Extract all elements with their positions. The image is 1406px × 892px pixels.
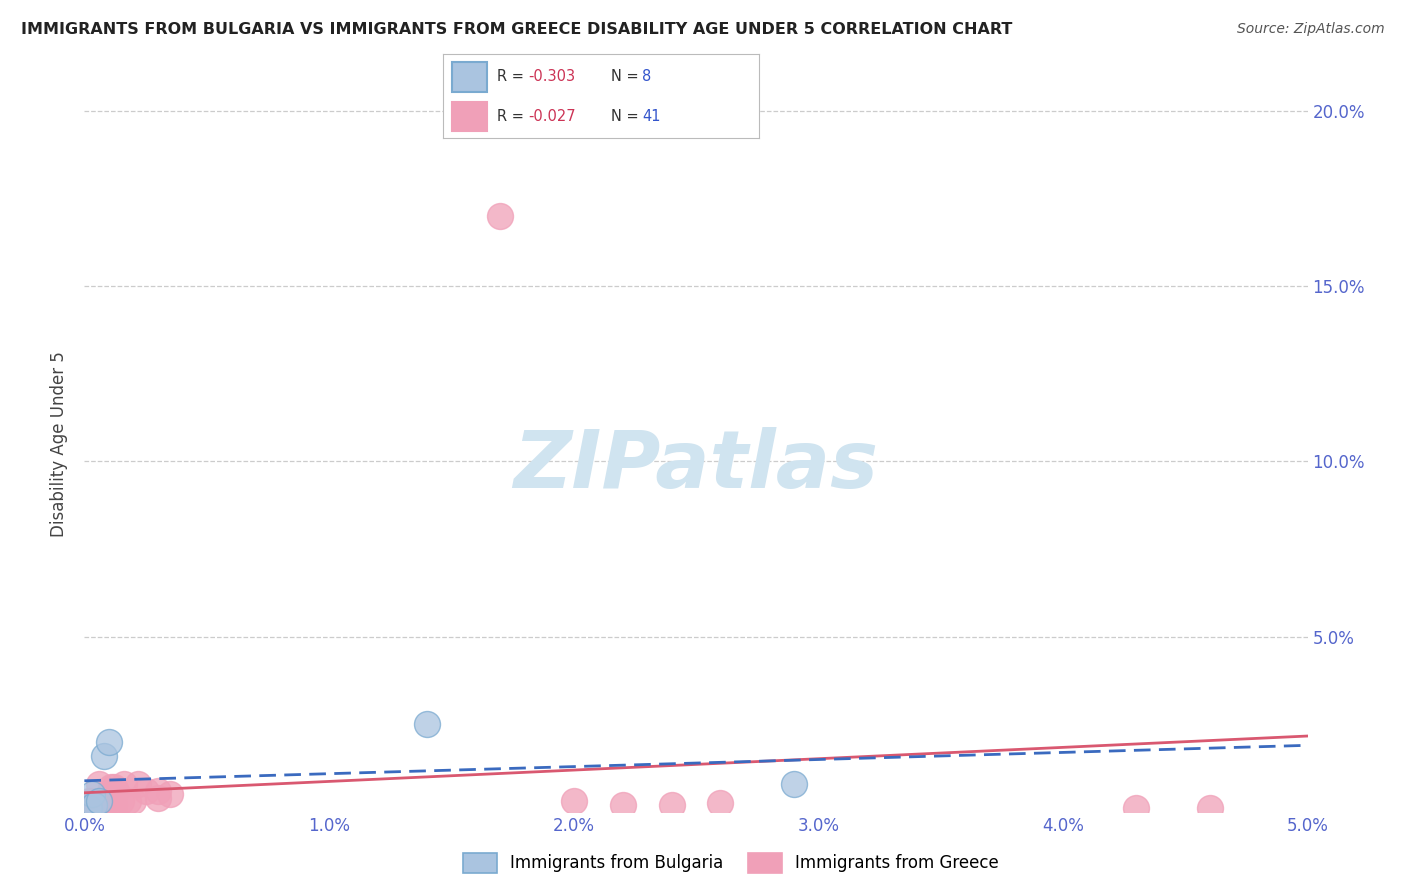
Text: R =: R =: [496, 70, 529, 85]
Point: [661, 797, 683, 812]
Point: [783, 777, 806, 791]
Legend: Immigrants from Bulgaria, Immigrants from Greece: Immigrants from Bulgaria, Immigrants fro…: [457, 847, 1005, 880]
Point: [103, 797, 125, 812]
Point: [86, 797, 108, 812]
Point: [489, 209, 512, 223]
Point: [83, 797, 105, 812]
Point: [103, 780, 125, 795]
Point: [117, 794, 139, 808]
FancyBboxPatch shape: [453, 62, 486, 92]
Point: [87, 794, 110, 808]
Text: R =: R =: [496, 109, 529, 124]
FancyBboxPatch shape: [453, 102, 486, 131]
Point: [135, 783, 157, 797]
Text: ZIPatlas: ZIPatlas: [513, 427, 879, 505]
Point: [159, 787, 181, 801]
Point: [77, 794, 100, 808]
Point: [127, 777, 149, 791]
Point: [93, 748, 115, 763]
Point: [416, 717, 439, 731]
Point: [83, 801, 105, 815]
Point: [77, 801, 100, 815]
Point: [122, 794, 145, 808]
Point: [80, 794, 103, 808]
Point: [87, 797, 110, 812]
Point: [100, 780, 122, 795]
Point: [83, 797, 105, 812]
Point: [1125, 801, 1147, 815]
Text: IMMIGRANTS FROM BULGARIA VS IMMIGRANTS FROM GREECE DISABILITY AGE UNDER 5 CORREL: IMMIGRANTS FROM BULGARIA VS IMMIGRANTS F…: [21, 22, 1012, 37]
Text: -0.027: -0.027: [529, 109, 576, 124]
Point: [105, 783, 128, 797]
Text: Source: ZipAtlas.com: Source: ZipAtlas.com: [1237, 22, 1385, 37]
Point: [1198, 801, 1220, 815]
Point: [97, 801, 120, 815]
Point: [96, 790, 118, 805]
Point: [112, 777, 135, 791]
Point: [90, 801, 112, 815]
Point: [87, 801, 110, 815]
Point: [77, 797, 100, 812]
Point: [146, 783, 169, 797]
Text: -0.303: -0.303: [529, 70, 575, 85]
Point: [77, 801, 100, 815]
Point: [97, 734, 120, 748]
Point: [80, 801, 103, 815]
Point: [80, 787, 103, 801]
Point: [86, 801, 108, 815]
Y-axis label: Disability Age Under 5: Disability Age Under 5: [51, 351, 69, 537]
Point: [709, 796, 731, 810]
Point: [562, 794, 585, 808]
Point: [87, 777, 110, 791]
Text: N =: N =: [610, 109, 643, 124]
Point: [146, 790, 169, 805]
Text: N =: N =: [610, 70, 643, 85]
Point: [93, 797, 115, 812]
Point: [90, 794, 112, 808]
Point: [110, 794, 132, 808]
Point: [76, 801, 98, 815]
Point: [97, 787, 120, 801]
Point: [76, 797, 98, 812]
Point: [80, 797, 103, 812]
Text: 8: 8: [643, 70, 651, 85]
Point: [612, 797, 634, 812]
Text: 41: 41: [643, 109, 661, 124]
